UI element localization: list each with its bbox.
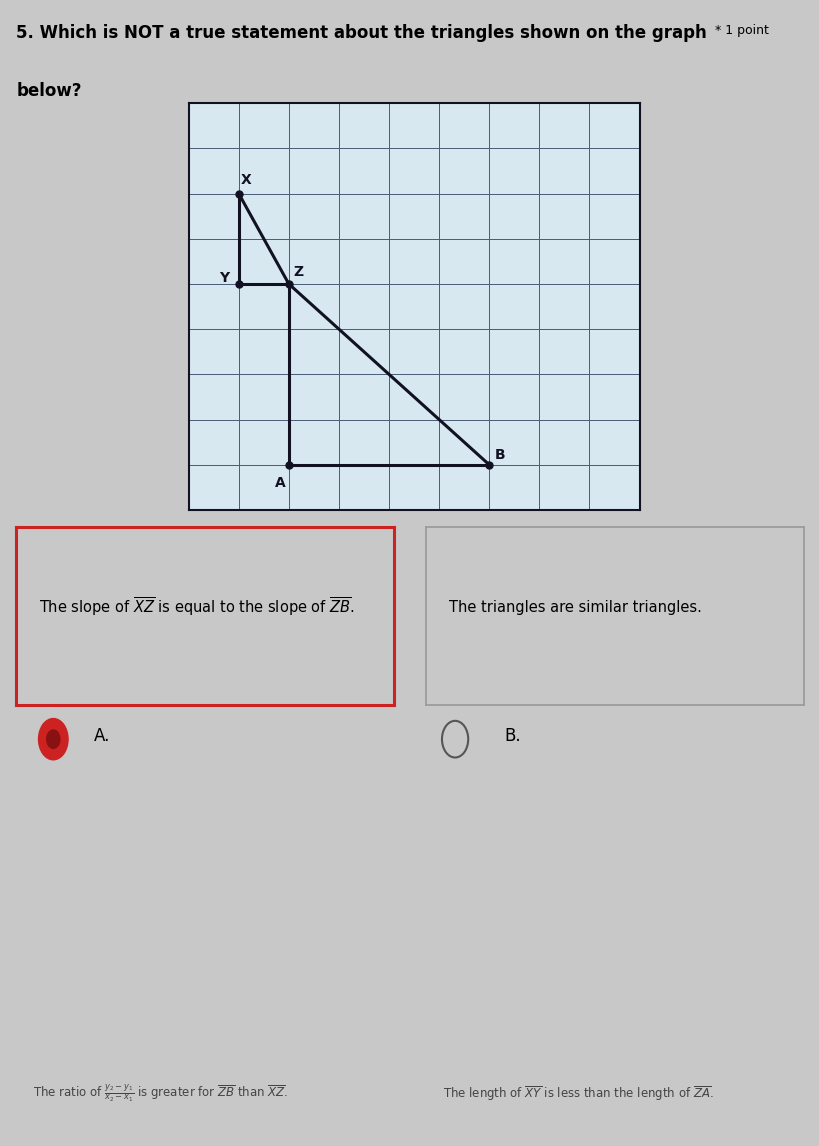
Text: * 1 point: * 1 point (714, 24, 768, 38)
Text: B: B (494, 448, 505, 462)
Text: Z: Z (293, 265, 304, 278)
Text: A.: A. (94, 728, 111, 745)
Text: below?: below? (16, 81, 82, 100)
Text: B.: B. (504, 728, 520, 745)
Text: The length of $\overline{XY}$ is less than the length of $\overline{ZA}$.: The length of $\overline{XY}$ is less th… (442, 1084, 713, 1102)
Text: The ratio of $\frac{y_2-y_1}{x_2-x_1}$ is greater for $\overline{ZB}$ than $\ove: The ratio of $\frac{y_2-y_1}{x_2-x_1}$ i… (33, 1083, 287, 1104)
Text: The triangles are similar triangles.: The triangles are similar triangles. (449, 599, 701, 614)
Text: The slope of $\overline{XZ}$ is equal to the slope of $\overline{ZB}$.: The slope of $\overline{XZ}$ is equal to… (39, 596, 355, 619)
Text: Y: Y (219, 270, 229, 284)
Text: A: A (274, 477, 285, 490)
Text: 5. Which is NOT a true statement about the triangles shown on the graph: 5. Which is NOT a true statement about t… (16, 24, 706, 42)
Text: X: X (241, 173, 251, 187)
